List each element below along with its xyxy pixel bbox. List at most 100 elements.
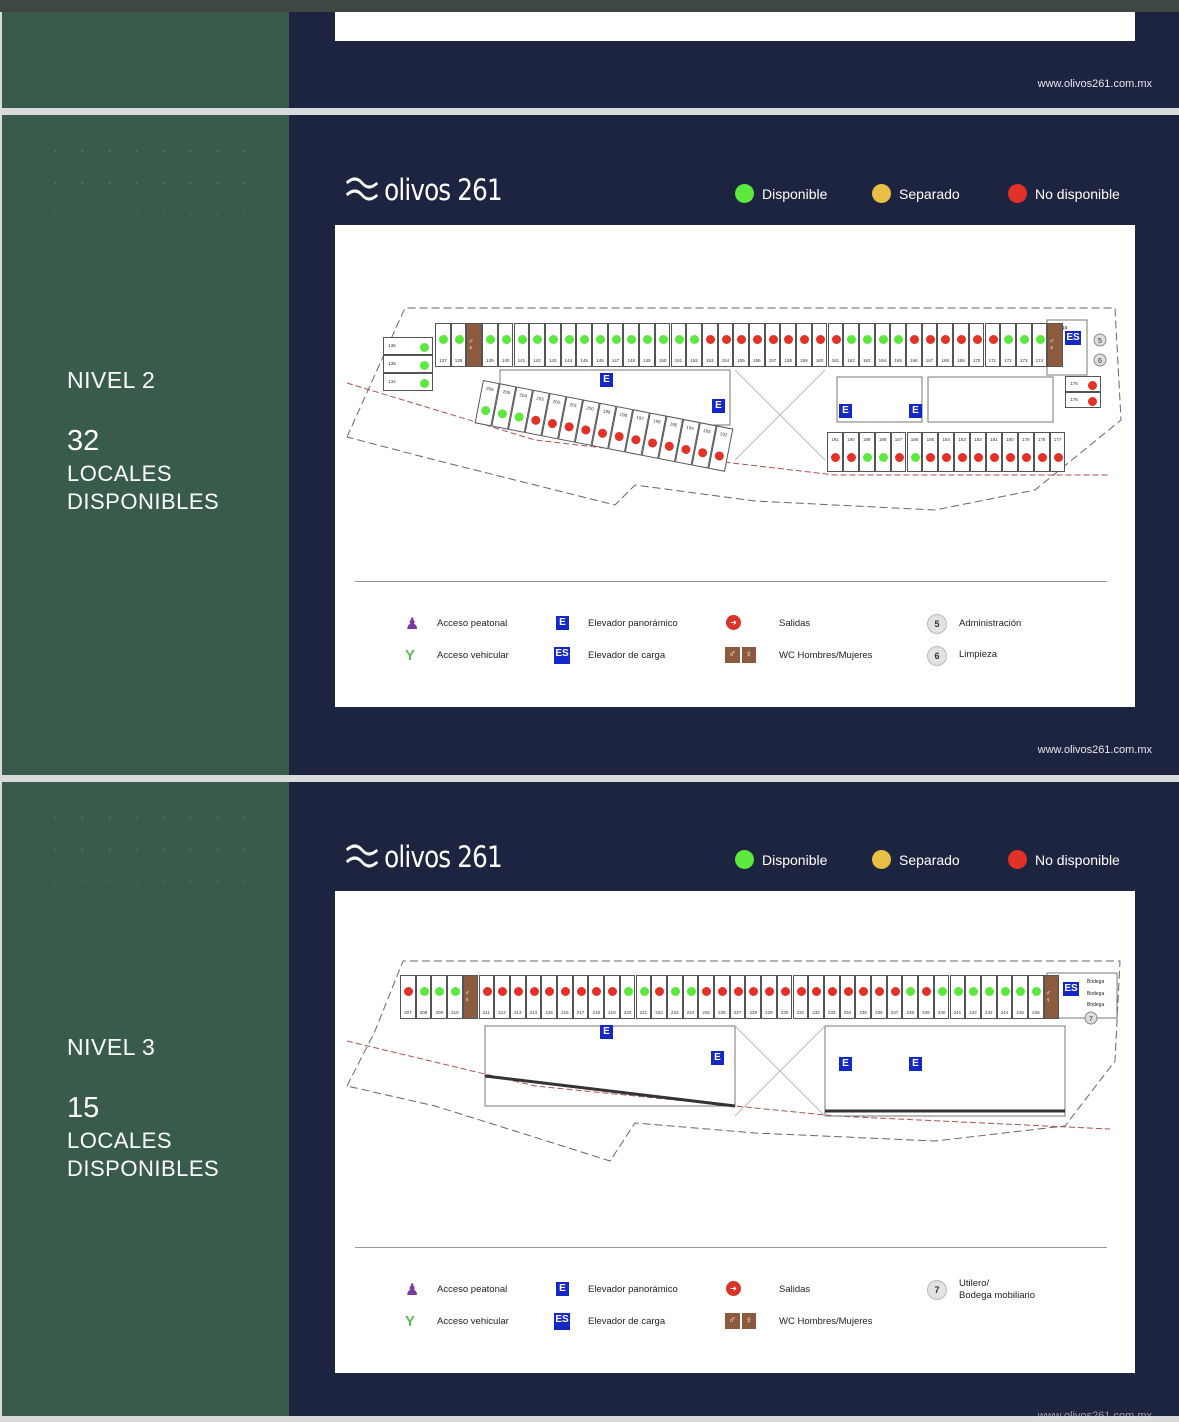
unit-177[interactable]: 177 — [1049, 432, 1066, 472]
unit-222[interactable]: 222 — [651, 975, 667, 1019]
unit-238[interactable]: 238 — [902, 975, 919, 1019]
unit-181[interactable]: 181 — [986, 432, 1002, 472]
unit-174[interactable]: 174 — [1031, 323, 1048, 367]
unit-245[interactable]: 245 — [1012, 975, 1028, 1019]
unit-234[interactable]: 234 — [839, 975, 856, 1019]
unit-214[interactable]: 214 — [525, 975, 542, 1019]
unit-153[interactable]: 153 — [701, 323, 718, 367]
unit-233[interactable]: 233 — [823, 975, 840, 1019]
unit-146[interactable]: 146 — [592, 323, 608, 367]
website-url[interactable]: www.olivos261.com.mx — [1037, 78, 1152, 90]
unit-166[interactable]: 166 — [906, 323, 922, 367]
unit-156[interactable]: 156 — [749, 323, 765, 367]
unit-140[interactable]: 140 — [497, 323, 514, 367]
unit-173[interactable]: 173 — [1015, 323, 1032, 367]
unit-243[interactable]: 243 — [980, 975, 997, 1019]
unit-168[interactable]: 168 — [937, 323, 954, 367]
unit-231[interactable]: 231 — [792, 975, 809, 1019]
unit-219[interactable]: 219 — [604, 975, 620, 1019]
unit-155[interactable]: 155 — [733, 323, 749, 367]
unit-211[interactable]: 211 — [478, 975, 495, 1019]
unit-162[interactable]: 162 — [843, 323, 859, 367]
unit-171[interactable]: 171 — [984, 323, 1001, 367]
unit-190[interactable]: 190 — [842, 432, 859, 472]
unit-236[interactable]: 236 — [871, 975, 887, 1019]
unit-220[interactable]: 220 — [619, 975, 636, 1019]
unit-215[interactable]: 215 — [541, 975, 557, 1019]
unit-163[interactable]: 163 — [858, 323, 875, 367]
unit-154[interactable]: 154 — [717, 323, 734, 367]
unit-138[interactable]: 138 — [450, 323, 467, 367]
unit-213[interactable]: 213 — [509, 975, 526, 1019]
unit-179[interactable]: 179 — [1017, 432, 1034, 472]
unit-158[interactable]: 158 — [780, 323, 797, 367]
unit-134[interactable]: 134 — [383, 373, 433, 391]
unit-184[interactable]: 184 — [938, 432, 955, 472]
unit-164[interactable]: 164 — [874, 323, 891, 367]
unit-246[interactable]: 246 — [1028, 975, 1044, 1019]
unit-227[interactable]: 227 — [729, 975, 746, 1019]
unit-169[interactable]: 169 — [953, 323, 969, 367]
unit-191[interactable]: 191 — [827, 432, 843, 472]
unit-144[interactable]: 144 — [560, 323, 577, 367]
unit-229[interactable]: 229 — [761, 975, 777, 1019]
unit-239[interactable]: 239 — [918, 975, 934, 1019]
unit-244[interactable]: 244 — [996, 975, 1013, 1019]
unit-170[interactable]: 170 — [968, 323, 985, 367]
unit-182[interactable]: 182 — [970, 432, 986, 472]
unit-135[interactable]: 135 — [383, 355, 433, 373]
unit-178[interactable]: 178 — [1033, 432, 1050, 472]
unit-147[interactable]: 147 — [607, 323, 624, 367]
unit-217[interactable]: 217 — [572, 975, 589, 1019]
unit-223[interactable]: 223 — [666, 975, 683, 1019]
unit-172[interactable]: 172 — [1000, 323, 1016, 367]
unit-185[interactable]: 185 — [922, 432, 939, 472]
unit-167[interactable]: 167 — [921, 323, 938, 367]
unit-142[interactable]: 142 — [529, 323, 545, 367]
unit-235[interactable]: 235 — [855, 975, 871, 1019]
website-url[interactable]: www.olivos261.com.mx — [1037, 744, 1152, 756]
unit-176[interactable]: 176 — [1065, 392, 1101, 408]
unit-139[interactable]: 139 — [482, 323, 498, 367]
unit-218[interactable]: 218 — [588, 975, 605, 1019]
unit-240[interactable]: 240 — [933, 975, 950, 1019]
unit-149[interactable]: 149 — [639, 323, 655, 367]
unit-148[interactable]: 148 — [623, 323, 640, 367]
unit-225[interactable]: 225 — [698, 975, 714, 1019]
unit-150[interactable]: 150 — [654, 323, 671, 367]
unit-161[interactable]: 161 — [827, 323, 844, 367]
website-url[interactable]: www.olivos261.com.mx — [1037, 1410, 1152, 1422]
unit-207[interactable]: 207 — [400, 975, 416, 1019]
unit-183[interactable]: 183 — [954, 432, 971, 472]
unit-151[interactable]: 151 — [670, 323, 687, 367]
unit-209[interactable]: 209 — [431, 975, 448, 1019]
unit-188[interactable]: 188 — [874, 432, 891, 472]
unit-230[interactable]: 230 — [776, 975, 793, 1019]
unit-212[interactable]: 212 — [494, 975, 510, 1019]
unit-237[interactable]: 237 — [886, 975, 903, 1019]
unit-180[interactable]: 180 — [1001, 432, 1018, 472]
unit-159[interactable]: 159 — [796, 323, 812, 367]
unit-157[interactable]: 157 — [764, 323, 781, 367]
unit-186[interactable]: 186 — [906, 432, 923, 472]
unit-208[interactable]: 208 — [415, 975, 432, 1019]
unit-152[interactable]: 152 — [686, 323, 702, 367]
unit-137[interactable]: 137 — [435, 323, 451, 367]
unit-141[interactable]: 141 — [513, 323, 530, 367]
unit-136[interactable]: 136 — [383, 337, 433, 355]
unit-175[interactable]: 175 — [1065, 376, 1101, 392]
unit-145[interactable]: 145 — [576, 323, 592, 367]
unit-160[interactable]: 160 — [811, 323, 828, 367]
unit-241[interactable]: 241 — [949, 975, 966, 1019]
unit-143[interactable]: 143 — [544, 323, 561, 367]
unit-165[interactable]: 165 — [890, 323, 906, 367]
unit-187[interactable]: 187 — [890, 432, 907, 472]
unit-221[interactable]: 221 — [635, 975, 652, 1019]
unit-242[interactable]: 242 — [965, 975, 981, 1019]
unit-210[interactable]: 210 — [447, 975, 463, 1019]
unit-189[interactable]: 189 — [858, 432, 875, 472]
unit-226[interactable]: 226 — [714, 975, 730, 1019]
unit-232[interactable]: 232 — [808, 975, 824, 1019]
unit-228[interactable]: 228 — [745, 975, 762, 1019]
unit-224[interactable]: 224 — [682, 975, 699, 1019]
